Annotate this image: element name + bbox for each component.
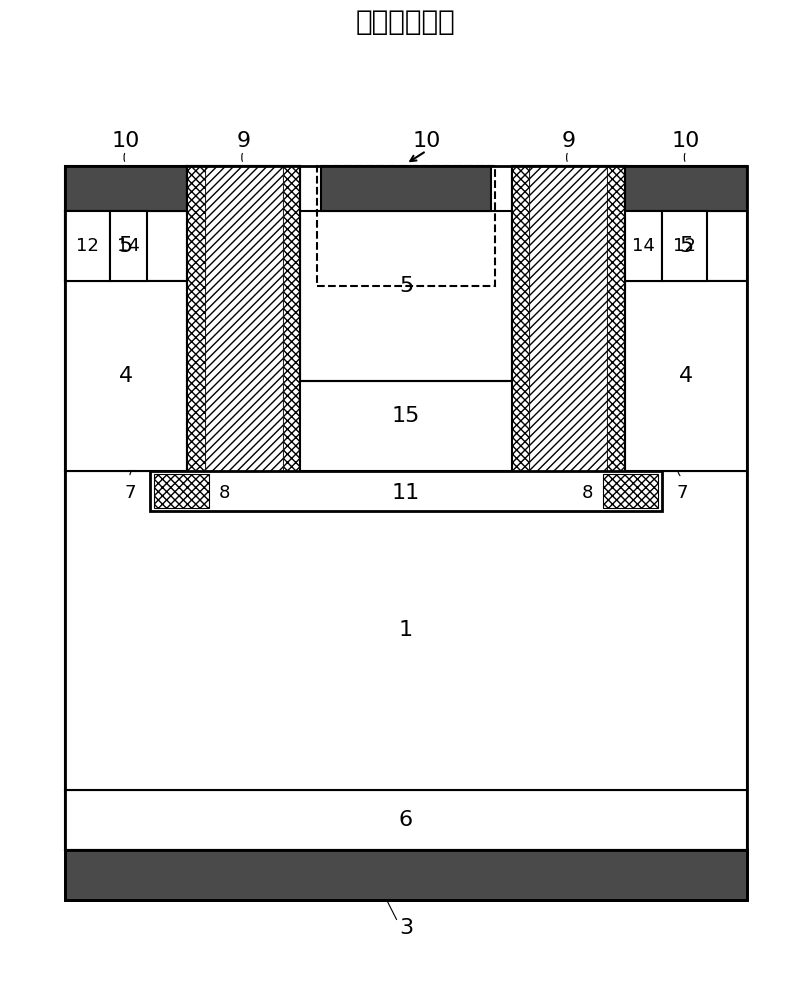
Bar: [65, 471, 746, 790]
Text: 15: 15: [392, 406, 419, 426]
Bar: [511, 166, 529, 483]
Text: 14: 14: [631, 237, 654, 255]
Text: 5: 5: [678, 236, 693, 256]
Bar: [65, 211, 110, 281]
Text: 5: 5: [118, 236, 133, 256]
Bar: [150, 471, 661, 511]
Text: 4: 4: [118, 366, 133, 386]
Bar: [154, 474, 209, 508]
Bar: [624, 166, 746, 211]
Bar: [624, 211, 746, 281]
Bar: [65, 850, 746, 900]
Bar: [607, 166, 624, 483]
Text: 10: 10: [412, 131, 440, 151]
Text: 9: 9: [560, 131, 575, 151]
Bar: [602, 474, 657, 508]
Bar: [316, 166, 495, 286]
Text: 12: 12: [672, 237, 695, 255]
Bar: [511, 166, 624, 211]
Text: 3: 3: [398, 918, 413, 938]
Bar: [624, 281, 746, 471]
Text: 8: 8: [218, 484, 230, 502]
Bar: [511, 483, 624, 511]
Text: 1: 1: [398, 620, 413, 640]
Bar: [529, 166, 607, 483]
Bar: [65, 211, 187, 281]
Bar: [65, 790, 746, 850]
Bar: [300, 211, 511, 381]
Text: 12: 12: [76, 237, 99, 255]
Bar: [65, 166, 187, 211]
Bar: [661, 211, 706, 281]
Bar: [187, 483, 300, 511]
Text: 5: 5: [398, 276, 413, 296]
Bar: [187, 166, 204, 483]
Bar: [282, 166, 300, 483]
Text: 4: 4: [678, 366, 693, 386]
Text: 14: 14: [117, 237, 139, 255]
Text: 10: 10: [112, 131, 139, 151]
Bar: [187, 166, 300, 211]
Text: 7: 7: [124, 484, 135, 502]
Bar: [320, 166, 491, 211]
Bar: [187, 166, 300, 511]
Bar: [624, 211, 661, 281]
Text: 11: 11: [392, 483, 419, 503]
Text: 肖特基二极管: 肖特基二极管: [356, 8, 455, 36]
Bar: [110, 211, 146, 281]
Bar: [65, 166, 746, 900]
Bar: [511, 166, 624, 511]
Text: 6: 6: [398, 810, 413, 830]
Text: 10: 10: [672, 131, 699, 151]
Text: 8: 8: [581, 484, 593, 502]
Bar: [204, 166, 282, 483]
Bar: [65, 281, 187, 471]
Text: 9: 9: [236, 131, 251, 151]
Text: 7: 7: [676, 484, 687, 502]
